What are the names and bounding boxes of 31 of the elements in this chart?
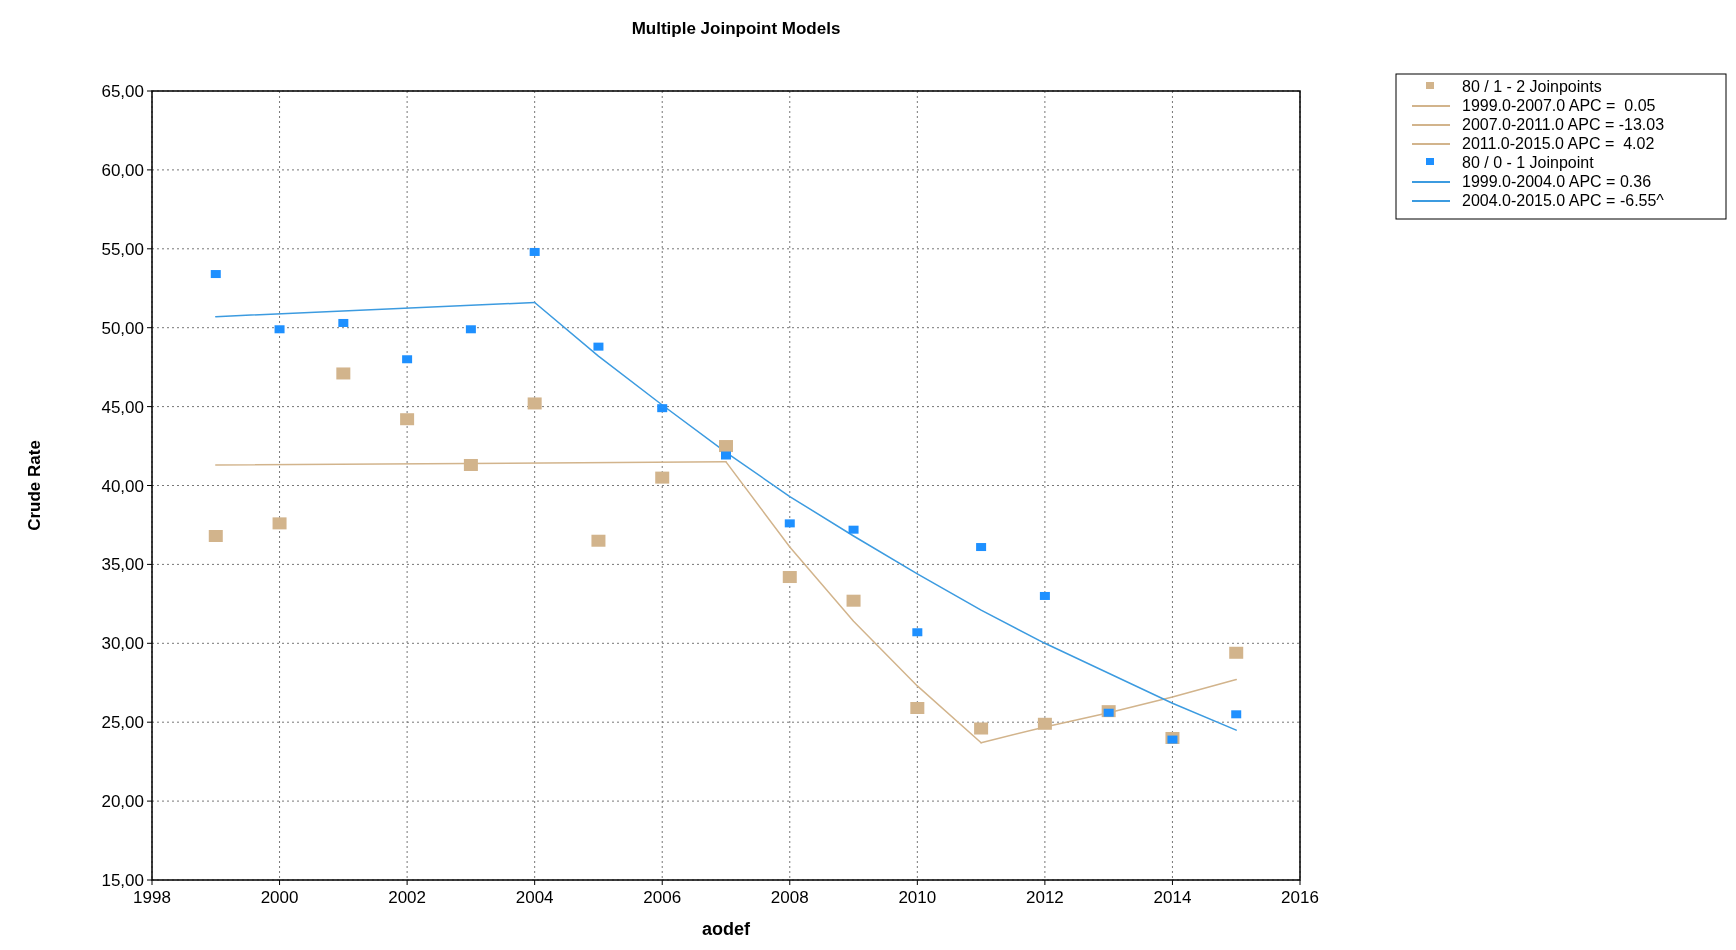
y-tick-label: 65,00 [101,82,144,101]
y-tick-label: 55,00 [101,239,144,259]
x-tick-label: 2016 [1281,888,1319,907]
x-tick-label: 1998 [133,888,171,907]
y-tick-label: 45,00 [101,397,144,417]
y-tick-label: 20,00 [101,792,144,812]
x-tick-label: 2006 [643,888,682,907]
x-tick-label: 2000 [260,888,299,907]
y-tick-label: 25,00 [101,713,144,733]
legend-label: 80 / 1 - 2 Joinpoints [1462,78,1602,95]
y-tick-label: 35,00 [101,555,144,575]
chart-title: Multiple Joinpoint Models [631,19,841,38]
legend-label: 2007.0-2011.0 APC = -13.03 [1462,116,1665,133]
y-axis-title: Crude Rate [25,440,44,531]
y-tick-label: 50,00 [101,318,144,338]
y-tick-label: 40,00 [101,476,144,496]
x-tick-label: 2008 [770,888,809,907]
x-tick-label: 2004 [515,888,554,907]
legend-label: 2004.0-2015.0 APC = -6.55^ [1462,192,1665,209]
legend-label: 1999.0-2004.0 APC = 0.36 [1462,173,1652,190]
x-tick-label: 2012 [1025,888,1064,907]
legend-label: 1999.0-2007.0 APC = 0.05 [1462,97,1656,114]
legend-label: 80 / 0 - 1 Joinpoint [1462,154,1595,171]
x-tick-label: 2010 [898,888,937,907]
x-axis-title: aodef [701,919,751,939]
legend-label: 2011.0-2015.0 APC = 4.02 [1462,135,1655,152]
x-tick-label: 2014 [1153,888,1192,907]
y-tick-label: 15,00 [101,871,144,890]
x-tick-label: 2002 [388,888,427,907]
y-tick-label: 30,00 [101,634,144,654]
y-tick-label: 60,00 [101,160,144,180]
